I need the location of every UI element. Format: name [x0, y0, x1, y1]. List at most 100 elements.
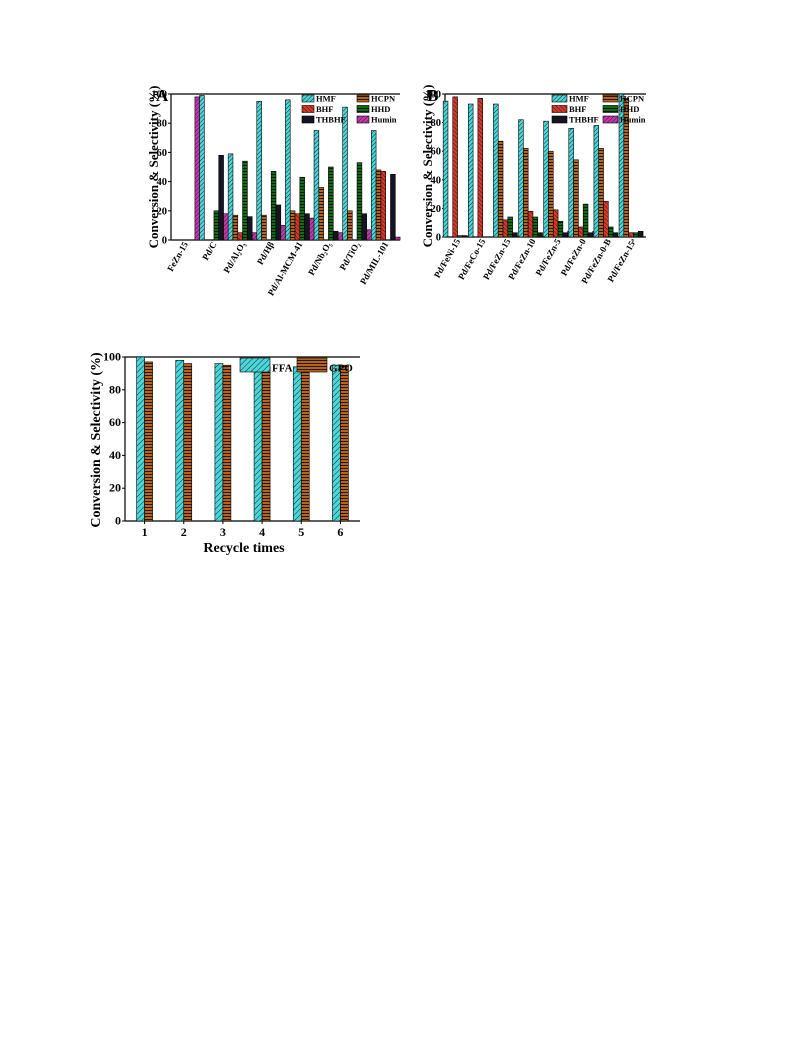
bar-hhd-1 — [457, 235, 463, 238]
legend-label-ffa: FFA — [272, 363, 293, 375]
bar-humin-4 — [280, 225, 286, 241]
x-tick-label: FeZn-15 — [165, 240, 190, 274]
y-axis-label: Conversion & Selectivity (%) — [146, 86, 161, 249]
bar-humin-7 — [366, 229, 372, 241]
bar-ffa-3 — [214, 363, 224, 522]
x-tick-label: Pd/MIL-101 — [358, 240, 391, 287]
bar-hhd-2 — [213, 210, 220, 241]
bar-hhd-4 — [270, 171, 277, 241]
bar-thbhf-8 — [637, 230, 644, 238]
chart-B: 020406080100Pd/FeNi-15Pd/FeCo-15Pd/FeZn-… — [420, 85, 646, 285]
legend-swatch-hmf — [551, 94, 568, 103]
legend-swatch-humin — [356, 115, 370, 124]
bar-thbhf-1 — [462, 235, 468, 238]
bar-thbhf-4 — [537, 232, 543, 238]
legend-swatch-hhd — [356, 105, 370, 113]
bar-hmf-6 — [568, 128, 574, 238]
bar-bhf-6 — [578, 226, 584, 238]
bar-hhd-3 — [242, 160, 248, 241]
bar-ffa-1 — [136, 356, 145, 522]
bar-hcpn-3 — [497, 140, 504, 238]
legend-label-hcpn: HCPN — [620, 94, 645, 104]
bar-humin-6 — [337, 232, 344, 241]
x-tick-label: 1 — [142, 525, 148, 539]
bar-hcpn-7 — [347, 210, 353, 241]
bar-hmf-5 — [543, 120, 549, 238]
bar-bhf-2 — [477, 97, 483, 238]
legend-swatch-hmf — [301, 94, 315, 103]
bar-ffa-2 — [175, 359, 185, 522]
legend-label-hhd: HHD — [620, 104, 639, 114]
bar-hhd-7 — [608, 226, 614, 238]
legend-label-hhd: HHD — [371, 104, 390, 114]
bar-humin-5 — [309, 217, 315, 241]
y-tick-label: 0 — [115, 514, 121, 528]
legend-swatch-ffa — [239, 357, 271, 373]
y-tick-label: 0 — [162, 236, 167, 247]
x-tick-label: Pd/TiO₂ — [338, 240, 362, 272]
bar-hhd-4 — [532, 216, 539, 238]
y-tick-label: 100 — [425, 90, 441, 101]
bar-bhf-1 — [452, 96, 458, 238]
bar-gpo-5 — [300, 364, 310, 522]
bar-hcpn-8 — [375, 169, 382, 241]
bar-hmf-2 — [199, 95, 205, 241]
y-tick-label: 0 — [436, 233, 441, 244]
legend-label-humin: Humin — [371, 115, 397, 125]
bar-hcpn-8 — [623, 97, 629, 238]
bar-hhd-5 — [557, 220, 564, 238]
legend-label-hmf: HMF — [316, 94, 336, 104]
bar-hcpn-3 — [232, 214, 239, 241]
legend-label-bhf: BHF — [316, 104, 333, 114]
y-tick-label: 80 — [109, 382, 121, 396]
bar-thbhf-3 — [247, 216, 253, 241]
bar-gpo-6 — [340, 364, 349, 522]
bar-hmf-5 — [285, 99, 291, 241]
bar-humin-1 — [194, 96, 201, 241]
bar-hhd-8 — [633, 232, 639, 238]
x-tick-label: Pd/Al₂O₃ — [221, 240, 247, 275]
y-tick-label: 40 — [109, 448, 121, 462]
x-tick-label: 3 — [220, 525, 226, 539]
bar-bhf-3 — [502, 219, 509, 238]
y-tick-label: 60 — [109, 415, 121, 429]
x-tick-label: Pd/Hβ — [255, 240, 276, 267]
legend-swatch-hcpn — [602, 94, 619, 103]
x-tick-label: 6 — [337, 525, 343, 539]
bar-hcpn-4 — [261, 214, 267, 241]
legend-swatch-gpo — [296, 357, 328, 373]
bar-hcpn-7 — [598, 148, 604, 238]
legend-label-thbhf: THBHF — [569, 115, 599, 125]
bar-bhf-3 — [237, 232, 243, 241]
x-tick-label: Pd/Nb₂O₅ — [306, 240, 333, 277]
legend: HMF HCPN BHF HHD THBHF Humin — [301, 94, 397, 125]
bar-bhf-5 — [294, 213, 301, 241]
y-axis-label: Conversion & Selectivity (%) — [420, 85, 435, 248]
x-tick-label: 2 — [181, 525, 187, 539]
bar-hcpn-5 — [548, 150, 554, 238]
legend-swatch-bhf — [551, 105, 568, 113]
bar-thbhf-2 — [218, 155, 224, 241]
bar-hmf-7 — [342, 106, 348, 241]
bar-thbhf-6 — [332, 230, 339, 241]
legend: HMF HCPN BHF HHD THBHF Humin — [551, 94, 646, 125]
bar-ffa-5 — [292, 366, 302, 522]
bar-ffa-4 — [253, 366, 263, 522]
bar-bhf-4 — [527, 210, 534, 238]
legend-label-gpo: GPO — [329, 363, 353, 375]
bar-hmf-2 — [467, 103, 474, 238]
bar-humin-8 — [394, 236, 401, 241]
bar-ffa-6 — [332, 364, 341, 522]
bar-bhf-8 — [628, 232, 634, 238]
bar-hhd-7 — [356, 162, 363, 241]
bar-hhd-6 — [328, 166, 334, 241]
chart-recycle: 0 20 40 60 80 100 1 2 3 4 5 6 Conversion & Selectivi… — [89, 350, 360, 556]
bar-hhd-3 — [507, 216, 513, 238]
x-tick-label: Pd/C — [200, 240, 218, 262]
bar-hmf-3 — [493, 103, 499, 238]
y-tick-label: 100 — [151, 90, 167, 101]
y-tick-label: 20 — [431, 204, 442, 215]
y-tick-label: 60 — [431, 147, 442, 158]
